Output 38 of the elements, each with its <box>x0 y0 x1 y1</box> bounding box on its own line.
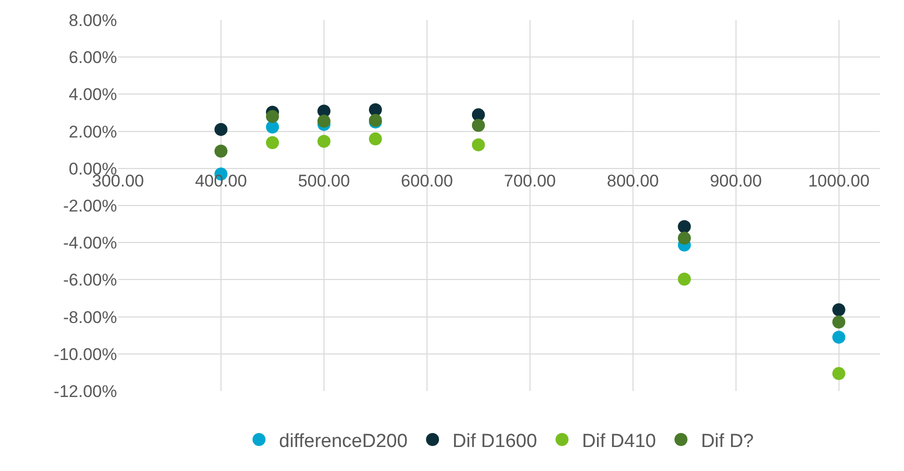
point <box>317 134 330 148</box>
point <box>678 272 691 286</box>
point <box>266 110 279 123</box>
point <box>472 118 485 132</box>
x-tick-label: 400.00 <box>194 171 247 190</box>
x-tick-label: 1000.00 <box>808 171 870 190</box>
legend-label: differenceD200 <box>279 430 408 452</box>
y-tick-label: 6.00% <box>68 48 117 68</box>
point <box>832 330 846 344</box>
point <box>214 144 228 158</box>
point <box>832 315 846 328</box>
point <box>266 136 279 150</box>
x-tick-label: 500.00 <box>298 171 350 190</box>
point <box>832 367 846 380</box>
point <box>317 114 330 128</box>
x-tick-label: 800.00 <box>606 171 659 190</box>
point <box>368 132 382 146</box>
point <box>678 232 691 245</box>
x-tick-label: 600.00 <box>400 171 453 190</box>
x-tick-label: 900.00 <box>710 171 762 190</box>
y-tick-label: -10.00% <box>54 344 117 364</box>
y-tick-label: -8.00% <box>63 308 117 327</box>
y-tick-label: 4.00% <box>68 85 117 104</box>
y-tick-label: -12.00% <box>54 382 117 401</box>
point <box>832 303 846 316</box>
legend-label: Dif D1600 <box>452 430 538 452</box>
y-tick-label: 2.00% <box>68 122 117 142</box>
legend-label: Dif D410 <box>582 430 656 452</box>
point <box>214 122 228 136</box>
y-tick-label: 8.00% <box>68 10 117 30</box>
point <box>678 220 691 234</box>
legend-label: Dif D? <box>700 430 754 452</box>
y-tick-label: -4.00% <box>63 234 117 253</box>
x-tick-label: 700.00 <box>504 171 556 190</box>
point <box>266 120 279 134</box>
y-tick-label: -6.00% <box>63 270 117 290</box>
point <box>472 138 485 152</box>
y-tick-label: -2.00% <box>63 196 117 216</box>
